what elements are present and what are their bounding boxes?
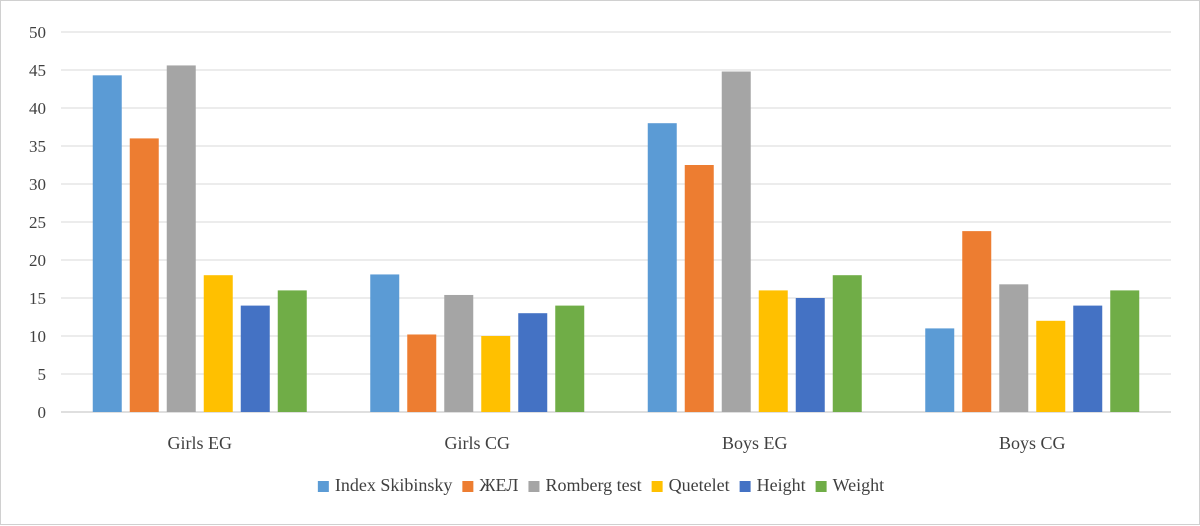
bar-жел — [962, 231, 992, 412]
legend-item: Weight — [815, 475, 885, 495]
bar-weight — [1110, 290, 1140, 412]
y-tick-label: 20 — [29, 251, 46, 270]
bar-quetelet — [758, 290, 788, 412]
bar-romberg-test — [721, 71, 751, 413]
legend-swatch — [317, 481, 329, 492]
legend-swatch — [651, 481, 663, 492]
bar-height — [795, 298, 825, 412]
x-category-label: Boys CG — [999, 433, 1066, 453]
bars — [92, 65, 1140, 413]
legend-swatch — [462, 481, 474, 492]
bar-romberg-test — [444, 294, 474, 412]
bar-index-skibinsky — [925, 328, 955, 412]
bar-quetelet — [481, 336, 511, 412]
y-tick-label: 45 — [29, 61, 46, 80]
y-tick-label: 40 — [29, 99, 46, 118]
bar-жел — [684, 165, 714, 412]
legend-label: ЖЕЛ — [479, 475, 518, 495]
legend-swatch — [528, 481, 540, 492]
x-category-label: Girls CG — [444, 433, 510, 453]
x-axis-labels: Girls EG Girls CG Boys EG Boys CG — [168, 433, 1066, 453]
y-tick-label: 30 — [29, 175, 46, 194]
bar-quetelet — [1036, 320, 1066, 412]
bar-weight — [277, 290, 307, 412]
y-tick-label: 10 — [29, 327, 46, 346]
y-tick-label: 15 — [29, 289, 46, 308]
legend-label: Romberg test — [545, 475, 641, 495]
legend-item: Quetelet — [651, 475, 730, 495]
x-category-label: Boys EG — [722, 433, 788, 453]
bar-weight — [555, 305, 585, 412]
bar-quetelet — [203, 275, 233, 412]
legend-swatch — [739, 481, 751, 492]
y-tick-label: 35 — [29, 137, 46, 156]
bar-romberg-test — [999, 284, 1029, 412]
legend-label: Index Skibinsky — [335, 475, 453, 495]
legend-label: Quetelet — [669, 475, 730, 495]
legend-item: Index Skibinsky — [317, 475, 453, 495]
legend: Index Skibinsky ЖЕЛ Romberg test Quetelet He… — [317, 475, 885, 495]
y-tick-label: 5 — [38, 365, 47, 384]
legend-item: Height — [739, 475, 806, 495]
legend-item: ЖЕЛ — [462, 475, 518, 495]
bar-index-skibinsky — [647, 123, 677, 412]
y-tick-label: 50 — [29, 23, 46, 42]
bar-index-skibinsky — [92, 75, 122, 412]
legend-label: Height — [757, 475, 806, 495]
y-tick-label: 0 — [38, 403, 47, 422]
bar-жел — [407, 334, 437, 412]
bar-index-skibinsky — [370, 274, 400, 412]
legend-item: Romberg test — [528, 475, 642, 495]
bar-height — [518, 313, 548, 412]
legend-label: Weight — [833, 475, 885, 495]
y-tick-label: 25 — [29, 213, 46, 232]
bar-жел — [129, 138, 159, 412]
y-axis-ticks: 0 5 10 15 20 25 30 35 40 45 50 — [29, 23, 46, 422]
x-category-label: Girls EG — [168, 433, 233, 453]
bar-height — [1073, 305, 1103, 412]
bar-romberg-test — [166, 65, 196, 412]
legend-swatch — [815, 481, 827, 492]
bar-height — [240, 305, 270, 412]
bar-weight — [832, 275, 862, 412]
